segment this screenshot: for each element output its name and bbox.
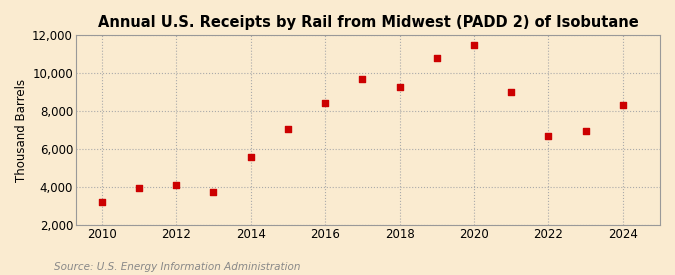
- Point: [357, 77, 368, 81]
- Point: [245, 155, 256, 159]
- Point: [431, 56, 442, 60]
- Point: [468, 43, 479, 47]
- Point: [208, 189, 219, 194]
- Point: [580, 129, 591, 133]
- Point: [394, 84, 405, 89]
- Point: [283, 127, 294, 131]
- Point: [543, 134, 554, 138]
- Text: Source: U.S. Energy Information Administration: Source: U.S. Energy Information Administ…: [54, 262, 300, 272]
- Title: Annual U.S. Receipts by Rail from Midwest (PADD 2) of Isobutane: Annual U.S. Receipts by Rail from Midwes…: [97, 15, 639, 30]
- Point: [171, 183, 182, 187]
- Point: [134, 186, 144, 190]
- Y-axis label: Thousand Barrels: Thousand Barrels: [15, 79, 28, 182]
- Point: [97, 200, 107, 204]
- Point: [618, 103, 628, 108]
- Point: [506, 90, 516, 94]
- Point: [320, 100, 331, 105]
